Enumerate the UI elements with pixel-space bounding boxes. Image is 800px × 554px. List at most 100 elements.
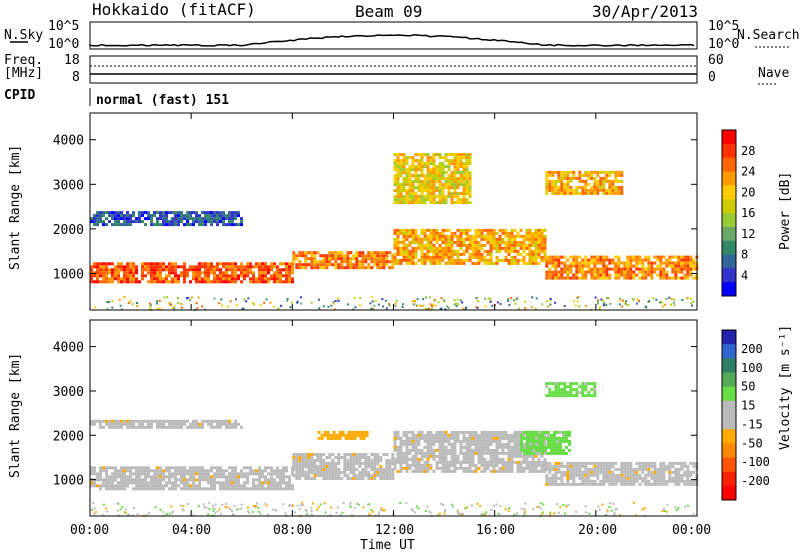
data-cell (317, 505, 320, 508)
data-cell (210, 271, 213, 275)
data-cell (141, 271, 144, 275)
data-cell (325, 462, 329, 465)
data-cell (593, 394, 597, 398)
data-cell (691, 304, 693, 307)
data-cell (186, 481, 189, 485)
data-cell (620, 179, 624, 183)
data-cell (617, 191, 621, 195)
data-cell (423, 258, 427, 262)
data-cell (265, 298, 268, 301)
data-cell (135, 419, 138, 423)
data-cell (568, 448, 571, 452)
data-cell (444, 198, 448, 202)
data-cell (456, 186, 460, 190)
data-cell (671, 464, 675, 468)
data-cell (216, 466, 219, 470)
data-cell (656, 255, 660, 259)
data-cell (486, 466, 490, 470)
data-cell (462, 189, 466, 193)
data-cell (690, 302, 693, 305)
data-cell (507, 298, 510, 300)
data-cell (611, 461, 615, 465)
data-cell (316, 251, 320, 255)
data-cell (492, 466, 496, 470)
data-cell (450, 195, 454, 199)
data-cell (396, 165, 400, 169)
data-cell (540, 463, 544, 467)
data-cell (213, 484, 216, 488)
data-cell (674, 461, 678, 465)
data-cell (537, 234, 541, 238)
data-cell (358, 260, 362, 264)
data-cell (114, 274, 117, 278)
data-cell (578, 473, 582, 477)
data-cell (560, 255, 564, 259)
data-cell (352, 477, 356, 480)
data-cell (659, 273, 663, 277)
data-cell (602, 188, 606, 192)
data-cell (385, 465, 389, 468)
freq-label: Freq. (4, 53, 44, 68)
data-cell (474, 231, 478, 235)
data-cell (325, 465, 329, 468)
data-cell (225, 481, 228, 485)
data-cell (420, 198, 424, 202)
data-cell (258, 268, 261, 272)
data-cell (150, 277, 153, 281)
data-cell (343, 474, 347, 477)
data-cell (480, 454, 484, 458)
data-cell (441, 234, 445, 238)
data-cell (532, 442, 535, 446)
data-cell (228, 217, 231, 221)
data-cell (492, 463, 496, 467)
data-cell (367, 474, 371, 477)
data-cell (276, 469, 279, 473)
data-cell (453, 168, 457, 172)
data-cell (602, 302, 605, 305)
data-cell (516, 451, 520, 455)
data-cell (396, 445, 400, 449)
data-cell (264, 481, 267, 485)
data-cell (609, 501, 612, 504)
data-cell (480, 246, 484, 250)
data-cell (126, 274, 129, 278)
data-cell (405, 261, 409, 265)
data-cell (391, 474, 395, 477)
freq-tick-bottom: 8 (72, 70, 80, 85)
data-cell (376, 254, 380, 258)
data-cell (352, 263, 356, 267)
data-cell (692, 264, 696, 268)
data-cell (483, 258, 487, 262)
data-cell (447, 159, 451, 163)
data-cell (346, 474, 350, 477)
data-cell (575, 482, 579, 486)
data-cell (119, 304, 122, 307)
data-cell (545, 191, 549, 195)
data-cell (650, 267, 654, 271)
data-cell (323, 433, 327, 437)
data-cell (207, 280, 210, 284)
data-cell (584, 273, 588, 277)
data-cell (532, 508, 535, 511)
data-cell (532, 451, 535, 455)
data-cell (525, 246, 529, 250)
data-cell (557, 264, 561, 268)
data-cell (438, 436, 442, 440)
velocity-colorbar-tick: -50 (741, 436, 763, 450)
data-cell (136, 305, 139, 307)
data-cell (359, 430, 363, 434)
data-cell (683, 482, 687, 486)
data-cell (686, 255, 690, 259)
data-cell (534, 240, 538, 244)
data-cell (129, 268, 132, 272)
data-cell (129, 262, 132, 266)
x-tick-3: 12:00 (375, 523, 415, 538)
data-cell (204, 220, 207, 224)
data-cell (135, 217, 138, 221)
data-cell (201, 211, 204, 215)
data-cell (144, 469, 147, 473)
data-cell (361, 263, 365, 267)
data-cell (328, 254, 332, 258)
data-cell (474, 442, 478, 446)
data-cell (216, 217, 219, 221)
